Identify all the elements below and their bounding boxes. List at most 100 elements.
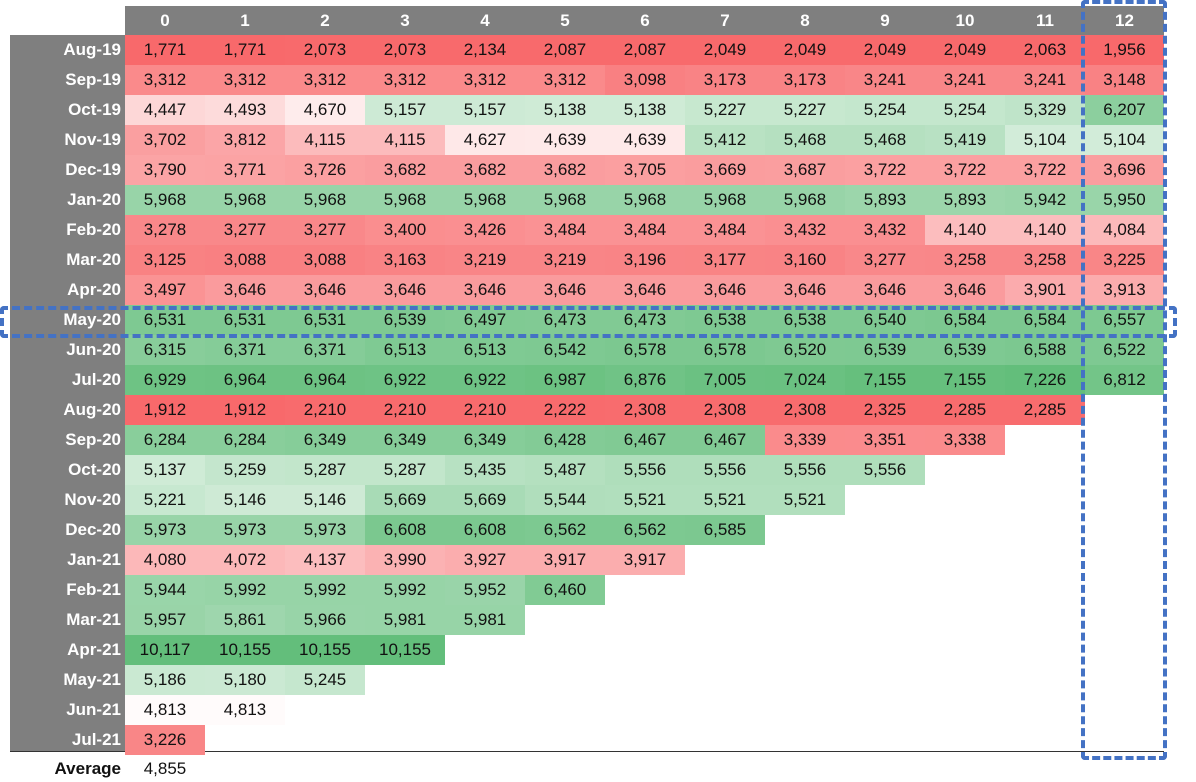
- row-header-nov-20: Nov-20: [64, 490, 121, 509]
- heatmap-cell: 2,049: [845, 35, 925, 65]
- heatmap-cell: 5,968: [205, 185, 285, 215]
- heatmap-cell: 3,432: [845, 215, 925, 245]
- heatmap-cell: 5,992: [205, 575, 285, 605]
- row-header-sep-20: Sep-20: [65, 430, 121, 449]
- heatmap-cell: 3,312: [125, 65, 205, 95]
- heatmap-cell: 6,538: [765, 305, 845, 335]
- heatmap-cell: 3,722: [925, 155, 1005, 185]
- column-header-2: 2: [320, 11, 330, 30]
- heatmap-cell: 6,315: [125, 335, 205, 365]
- heatmap-cell: 5,487: [525, 455, 605, 485]
- heatmap-cell: 3,669: [685, 155, 765, 185]
- heatmap-cell: 5,556: [765, 455, 845, 485]
- heatmap-cell: 3,400: [365, 215, 445, 245]
- heatmap-cell: 5,157: [365, 95, 445, 125]
- heatmap-cell: 4,639: [525, 125, 605, 155]
- heatmap-cell: 5,227: [685, 95, 765, 125]
- heatmap-cell: 6,987: [525, 365, 605, 395]
- heatmap-cell: 5,942: [1005, 185, 1085, 215]
- heatmap-cell: 6,539: [365, 305, 445, 335]
- heatmap-cell: 5,435: [445, 455, 525, 485]
- heatmap-cell: 5,981: [365, 605, 445, 635]
- heatmap-cell: 5,245: [285, 665, 365, 695]
- heatmap-cell: 5,419: [925, 125, 1005, 155]
- heatmap-cell: 5,968: [525, 185, 605, 215]
- table-bottom-border: [10, 751, 1164, 752]
- heatmap-cell: 3,338: [925, 425, 1005, 455]
- heatmap-cell: 5,968: [285, 185, 365, 215]
- heatmap-cell: 2,210: [445, 395, 525, 425]
- heatmap-cell: 3,160: [765, 245, 845, 275]
- column-header-12: 12: [1115, 11, 1134, 30]
- heatmap-cell: 10,155: [285, 635, 365, 665]
- heatmap-cell: 5,973: [205, 515, 285, 545]
- heatmap-cell: 5,104: [1005, 125, 1085, 155]
- heatmap-cell: 7,155: [845, 365, 925, 395]
- heatmap-cell: 10,155: [365, 635, 445, 665]
- row-header-jun-20: Jun-20: [66, 340, 121, 359]
- heatmap-cell: 6,539: [845, 335, 925, 365]
- heatmap-cell: 5,556: [685, 455, 765, 485]
- heatmap-cell: 5,221: [125, 485, 205, 515]
- row-header-dec-19: Dec-19: [65, 160, 121, 179]
- heatmap-cell: 4,115: [365, 125, 445, 155]
- heatmap-cell: 5,544: [525, 485, 605, 515]
- heatmap-cell: 5,992: [365, 575, 445, 605]
- heatmap-cell: 6,929: [125, 365, 205, 395]
- heatmap-cell: 5,861: [205, 605, 285, 635]
- heatmap-cell: 6,562: [525, 515, 605, 545]
- heatmap-cell: 3,312: [525, 65, 605, 95]
- row-header-jul-20: Jul-20: [71, 370, 121, 389]
- heatmap-cell: 5,104: [1085, 125, 1164, 155]
- heatmap-cell: 6,513: [365, 335, 445, 365]
- heatmap-cell: 3,088: [285, 245, 365, 275]
- heatmap-cell: 3,258: [1005, 245, 1085, 275]
- heatmap-cell: 3,219: [445, 245, 525, 275]
- heatmap-cell: 1,771: [125, 35, 205, 65]
- heatmap-cell: 3,484: [525, 215, 605, 245]
- heatmap-cell: 6,467: [605, 425, 685, 455]
- heatmap-cell: 3,148: [1085, 65, 1164, 95]
- heatmap-cell: 5,287: [365, 455, 445, 485]
- heatmap-cell: 2,073: [285, 35, 365, 65]
- heatmap-cell: 3,173: [685, 65, 765, 95]
- heatmap-cell: 6,542: [525, 335, 605, 365]
- heatmap-cell: 6,584: [925, 305, 1005, 335]
- heatmap-cell: 5,981: [445, 605, 525, 635]
- heatmap-cell: 3,646: [525, 275, 605, 305]
- heatmap-cell: 3,484: [605, 215, 685, 245]
- heatmap-cell: 6,284: [205, 425, 285, 455]
- heatmap-cell: 3,241: [1005, 65, 1085, 95]
- heatmap-cell: 6,207: [1085, 95, 1164, 125]
- row-header-mar-20: Mar-20: [66, 250, 121, 269]
- heatmap-cell: 6,588: [1005, 335, 1085, 365]
- row-header-bar: [10, 35, 125, 752]
- row-header-dec-20: Dec-20: [65, 520, 121, 539]
- heatmap-cell: 5,259: [205, 455, 285, 485]
- column-header-1: 1: [240, 11, 250, 30]
- row-header-sep-19: Sep-19: [65, 70, 121, 89]
- heatmap-cell: 6,467: [685, 425, 765, 455]
- heatmap-cell: 6,520: [765, 335, 845, 365]
- heatmap-cell: 6,460: [525, 575, 605, 605]
- row-header-may-20: May-20: [63, 310, 121, 329]
- heatmap-cell: 5,287: [285, 455, 365, 485]
- heatmap-cell: 2,049: [765, 35, 845, 65]
- heatmap-cell: 5,412: [685, 125, 765, 155]
- row-header-aug-19: Aug-19: [63, 40, 121, 59]
- heatmap-cell: 5,138: [525, 95, 605, 125]
- heatmap-cell: 3,646: [685, 275, 765, 305]
- column-header-9: 9: [880, 11, 890, 30]
- row-header-jun-21: Jun-21: [66, 700, 121, 719]
- heatmap-cell: 6,584: [1005, 305, 1085, 335]
- heatmap-cell: 3,277: [285, 215, 365, 245]
- heatmap-cell: 5,893: [925, 185, 1005, 215]
- column-header-0: 0: [160, 11, 170, 30]
- row-header-apr-21: Apr-21: [67, 640, 121, 659]
- row-header-may-21: May-21: [63, 670, 121, 689]
- heatmap-cell: 4,115: [285, 125, 365, 155]
- heatmap-cell: 5,992: [285, 575, 365, 605]
- column-header-7: 7: [720, 11, 730, 30]
- heatmap-cell: 4,072: [205, 545, 285, 575]
- heatmap-cell: 2,308: [685, 395, 765, 425]
